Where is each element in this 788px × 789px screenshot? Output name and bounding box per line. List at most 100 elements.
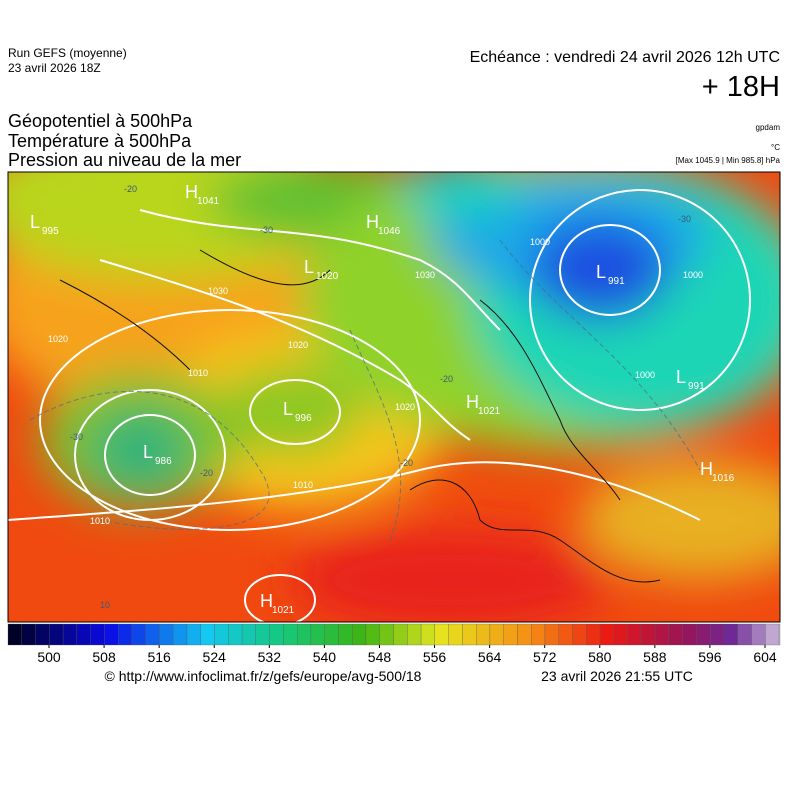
colorbar-cell (241, 623, 256, 646)
colorbar-tick-label: 596 (698, 649, 722, 665)
pressure-center-value: 1021 (478, 406, 501, 417)
colorbar-cell (572, 623, 587, 646)
colorbar-cell (379, 623, 394, 646)
colorbar-cell (737, 623, 752, 646)
source: © http://www.infoclimat.fr/z/gefs/europe… (105, 668, 422, 684)
isobars (8, 189, 751, 622)
colorbar-cell (255, 623, 270, 646)
colorbar-tick-label: 516 (147, 649, 171, 665)
colorbar-cell (682, 623, 697, 646)
colorbar-cell (710, 623, 725, 646)
colorbar-cell (751, 623, 766, 646)
colorbar-cell (668, 623, 683, 646)
pressure-center-value: 1041 (197, 196, 220, 207)
coastlines (59, 249, 661, 583)
isobar-label: 1010 (293, 480, 313, 490)
colorbar-cell (723, 623, 738, 646)
unit: °C (771, 143, 780, 152)
pressure-center-value: 991 (688, 381, 705, 392)
colorbar-cell (7, 623, 22, 646)
colorbar-cell (696, 623, 711, 646)
colorbar-tick-label: 532 (258, 649, 282, 665)
colorbar-tick-label: 580 (588, 649, 612, 665)
colorbar-cell (145, 623, 160, 646)
colorbar-cell (599, 623, 614, 646)
map-frame (7, 171, 781, 623)
colorbar-cell (531, 623, 546, 646)
pressure-center-value: 996 (295, 413, 312, 424)
colorbar-tick-label: 572 (533, 649, 557, 665)
colorbar-cell (420, 623, 435, 646)
colorbar-cell (586, 623, 601, 646)
colorbar-tick-label: 540 (313, 649, 337, 665)
title: Géopotentiel à 500hPa (8, 111, 193, 131)
colorbar-cell (517, 623, 532, 646)
colorbar-cell (283, 623, 298, 646)
pressure-center-kind: H (366, 212, 379, 232)
isotherm-label: 10 (100, 600, 110, 610)
colorbar-cell (544, 623, 559, 646)
colorbar-cell (62, 623, 77, 646)
colorbar-tick-label: 500 (37, 649, 61, 665)
colorbar-cell (49, 623, 64, 646)
title: Température à 500hPa (8, 131, 192, 151)
pressure-center-value: 1046 (378, 226, 401, 237)
colorbar-cell (503, 623, 518, 646)
colorbar-cell (365, 623, 380, 646)
isobar-label: 1030 (208, 286, 228, 296)
pressure-center-value: 1021 (272, 605, 295, 616)
pressure-center-kind: L (30, 212, 40, 232)
pressure-center-kind: H (700, 459, 713, 479)
colorbar-cell (269, 623, 284, 646)
colorbar-cell (448, 623, 463, 646)
colorbar-cell (655, 623, 670, 646)
colorbar-cell (21, 623, 36, 646)
isobar-label: 1000 (635, 370, 655, 380)
colorbar-cell (76, 623, 91, 646)
isotherms (29, 239, 701, 541)
pressure-center-kind: L (596, 262, 606, 282)
lead-time: + 18H (702, 71, 780, 103)
isotherm-label: -20 (124, 184, 137, 194)
colorbar-tick-label: 564 (478, 649, 502, 665)
colorbar-tick-label: 588 (643, 649, 667, 665)
isobar-label: 1000 (683, 270, 703, 280)
colorbar-cell (324, 623, 339, 646)
pressure-center-kind: H (185, 182, 198, 202)
colorbar-cell (407, 623, 422, 646)
pressure-center-kind: H (466, 392, 479, 412)
colorbar-cell (338, 623, 353, 646)
unit: gpdam (756, 123, 781, 132)
isotherm-label: -20 (200, 468, 213, 478)
colorbar-tick-label: 604 (753, 649, 777, 665)
unit: [Max 1045.9 | Min 985.8] hPa (676, 156, 781, 165)
colorbar-cell (393, 623, 408, 646)
echeance: Echéance : vendredi 24 avril 2026 12h UT… (470, 49, 780, 66)
colorbar-cell (118, 623, 133, 646)
generated: 23 avril 2026 21:55 UTC (541, 668, 693, 684)
title: Pression au niveau de la mer (8, 150, 241, 170)
colorbar-cell (476, 623, 491, 646)
colorbar-cell (778, 623, 781, 646)
colorbar-cell (462, 623, 477, 646)
colorbar: 500 508 516 524 532 540 548 556 564 572 580 588 596 6… (7, 623, 781, 665)
colorbar-tick-label: 556 (423, 649, 447, 665)
isobar-label: 1000 (530, 237, 550, 247)
run-date: 23 avril 2026 18Z (8, 61, 101, 75)
isotherm-label: -30 (70, 432, 83, 442)
colorbar-cell (627, 623, 642, 646)
isobar-label: 1010 (90, 516, 110, 526)
colorbar-cell (35, 623, 50, 646)
isobar-label: 1020 (48, 334, 68, 344)
colorbar-cell (173, 623, 188, 646)
pressure-center-value: 1016 (712, 473, 735, 484)
colorbar-cell (489, 623, 504, 646)
colorbar-tick-label: 548 (368, 649, 392, 665)
isobar-label: 1020 (395, 402, 415, 412)
colorbar-cell (131, 623, 146, 646)
pressure-center-kind: L (283, 399, 293, 419)
pressure-center-kind: L (143, 442, 153, 462)
pressure-center-kind: L (676, 367, 686, 387)
isobar-label: 1010 (188, 368, 208, 378)
